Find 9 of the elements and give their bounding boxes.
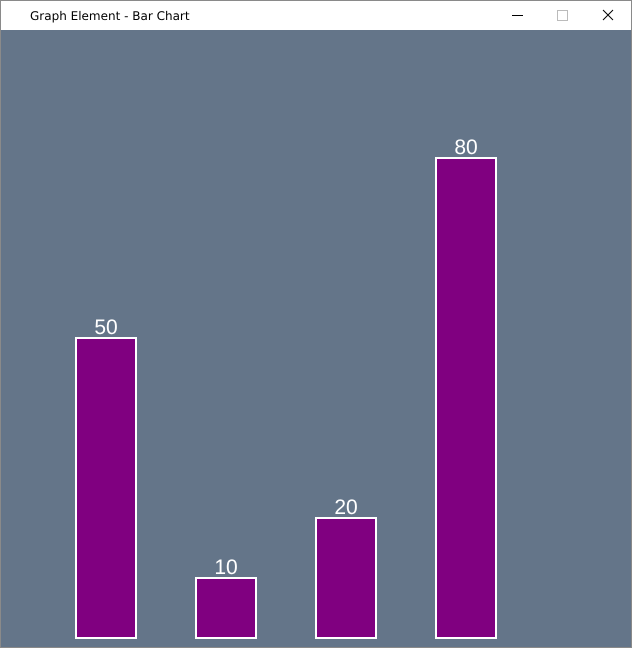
data-label: 50 (94, 316, 118, 340)
chart-title: Graph Element - Bar Chart (30, 9, 190, 23)
data-label: 20 (334, 496, 358, 520)
data-label: 80 (454, 136, 478, 160)
bar (435, 157, 497, 639)
bar (75, 337, 137, 639)
data-label: 10 (214, 556, 238, 579)
bar (195, 577, 257, 639)
bar (315, 517, 377, 639)
